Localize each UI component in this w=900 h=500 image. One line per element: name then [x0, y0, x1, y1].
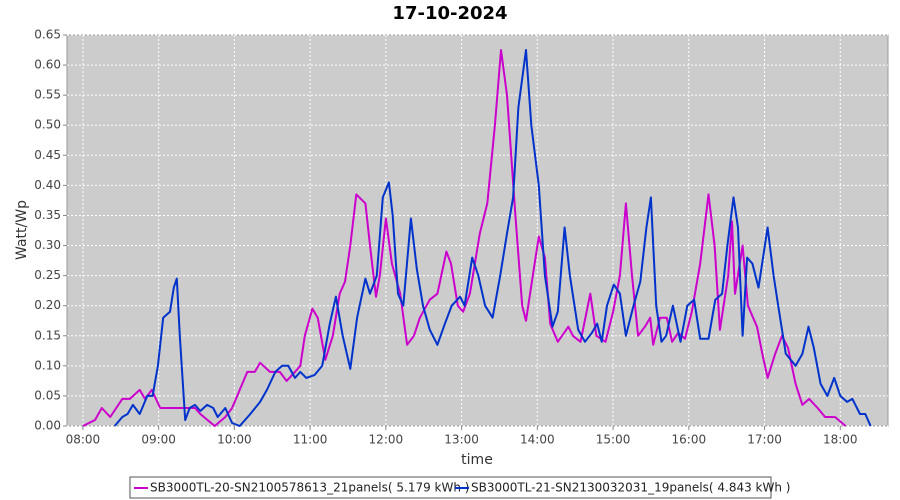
series-line [82, 49, 847, 427]
plot-area [66, 34, 889, 427]
y-tick-label: 0.40 [34, 178, 61, 192]
x-tick-label: 18:00 [823, 433, 858, 447]
x-tick-label: 15:00 [596, 433, 631, 447]
y-tick-label: 0.60 [34, 58, 61, 72]
y-tick-label: 0.25 [34, 268, 61, 282]
y-tick-label: 0.50 [34, 118, 61, 132]
x-tick-label: 14:00 [520, 433, 555, 447]
y-tick-label: 0.15 [34, 328, 61, 342]
x-tick-label: 10:00 [217, 433, 252, 447]
y-tick-label: 0.05 [34, 388, 61, 402]
y-tick-label: 0.20 [34, 298, 61, 312]
series-line [113, 49, 872, 427]
legend-label: SB3000TL-20-SN2100578613_21panels( 5.179… [150, 481, 469, 495]
y-tick-label: 0.55 [34, 88, 61, 102]
y-tick-label: 0.10 [34, 358, 61, 372]
y-tick-label: 0.30 [34, 238, 61, 252]
y-tick-label: 0.45 [34, 148, 61, 162]
legend-label: SB3000TL-21-SN2130032031_19panels( 4.843… [471, 481, 790, 495]
legend [129, 476, 772, 499]
y-tick-label: 0.00 [34, 419, 61, 433]
y-axis-label: Watt/Wp [14, 200, 30, 260]
x-tick-label: 09:00 [141, 433, 176, 447]
chart-title: 17-10-2024 [392, 3, 507, 24]
x-tick-label: 16:00 [672, 433, 707, 447]
y-tick-label: 0.35 [34, 208, 61, 222]
x-tick-label: 08:00 [66, 433, 101, 447]
x-tick-label: 11:00 [293, 433, 328, 447]
x-tick-label: 13:00 [444, 433, 479, 447]
y-tick-label: 0.65 [34, 28, 61, 42]
x-tick-label: 12:00 [369, 433, 404, 447]
x-tick-label: 17:00 [747, 433, 782, 447]
x-axis-label: time [461, 452, 493, 468]
